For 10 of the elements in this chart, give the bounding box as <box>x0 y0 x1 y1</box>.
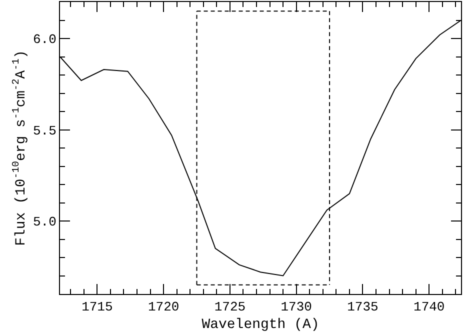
y-tick-label: 5.0 <box>32 214 56 230</box>
x-tick-label: 1715 <box>82 300 113 315</box>
x-tick-label: 1740 <box>414 300 445 315</box>
y-tick-label: 5.5 <box>32 123 56 138</box>
x-tick-label: 1725 <box>214 300 246 315</box>
y-tick-label: 6.0 <box>32 32 56 48</box>
x-axis-title: Wavelength (A) <box>202 316 320 333</box>
x-tick-label: 1735 <box>347 300 378 315</box>
x-tick-label: 1720 <box>148 300 180 315</box>
x-tick-label: 1730 <box>280 300 312 315</box>
